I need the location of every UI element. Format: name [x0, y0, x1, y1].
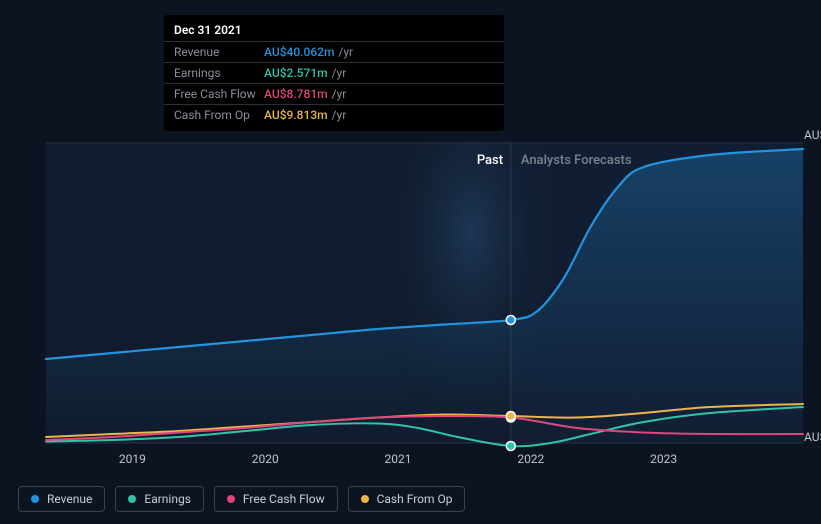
marker-earnings: [506, 442, 515, 451]
x-axis-label: 2021: [385, 452, 412, 466]
marker-revenue: [506, 316, 515, 325]
marker-cash_from_op: [506, 412, 515, 421]
x-axis-label: 2023: [650, 452, 677, 466]
tooltip-row-label: Revenue: [174, 45, 264, 59]
x-axis-label: 2020: [252, 452, 279, 466]
legend-dot-icon: [128, 495, 136, 503]
legend-item-label: Earnings: [144, 492, 191, 506]
tooltip-row: RevenueAU$40.062m/yr: [164, 41, 504, 62]
legend-dot-icon: [31, 495, 39, 503]
tooltip-row-label: Cash From Op: [174, 108, 264, 122]
legend-item-cash_from_op[interactable]: Cash From Op: [348, 486, 466, 512]
hover-tooltip: Dec 31 2021 RevenueAU$40.062m/yrEarnings…: [164, 15, 504, 131]
legend-item-revenue[interactable]: Revenue: [18, 486, 105, 512]
tooltip-row: Cash From OpAU$9.813m/yr: [164, 104, 504, 125]
region-label-forecast: Analysts Forecasts: [521, 153, 632, 168]
tooltip-row-label: Free Cash Flow: [174, 87, 264, 101]
tooltip-row-suffix: /yr: [338, 45, 353, 59]
legend-dot-icon: [361, 495, 369, 503]
legend-item-earnings[interactable]: Earnings: [115, 486, 204, 512]
x-axis-label: 2022: [517, 452, 544, 466]
tooltip-date: Dec 31 2021: [164, 21, 504, 41]
region-label-past: Past: [477, 153, 503, 168]
tooltip-row-suffix: /yr: [332, 87, 347, 101]
chart-area[interactable]: AU$100mAU$0 20192020202120222023 PastAna…: [18, 125, 803, 445]
legend-item-label: Cash From Op: [377, 492, 453, 506]
legend-dot-icon: [227, 495, 235, 503]
x-axis: 2019 2020 2021 2022 2023: [56, 452, 803, 470]
tooltip-row-value: AU$40.062m: [264, 45, 334, 59]
x-axis-label: 2019: [119, 452, 146, 466]
tooltip-row-value: AU$9.813m: [264, 108, 328, 122]
tooltip-row-suffix: /yr: [332, 66, 347, 80]
legend: Revenue Earnings Free Cash Flow Cash From O…: [18, 486, 465, 512]
tooltip-row-value: AU$2.571m: [264, 66, 328, 80]
tooltip-row: EarningsAU$2.571m/yr: [164, 62, 504, 83]
legend-item-label: Free Cash Flow: [243, 492, 325, 506]
legend-item-fcf[interactable]: Free Cash Flow: [214, 486, 338, 512]
tooltip-row-suffix: /yr: [332, 108, 347, 122]
tooltip-row: Free Cash FlowAU$8.781m/yr: [164, 83, 504, 104]
tooltip-row-label: Earnings: [174, 66, 264, 80]
tooltip-row-value: AU$8.781m: [264, 87, 328, 101]
legend-item-label: Revenue: [47, 492, 92, 506]
